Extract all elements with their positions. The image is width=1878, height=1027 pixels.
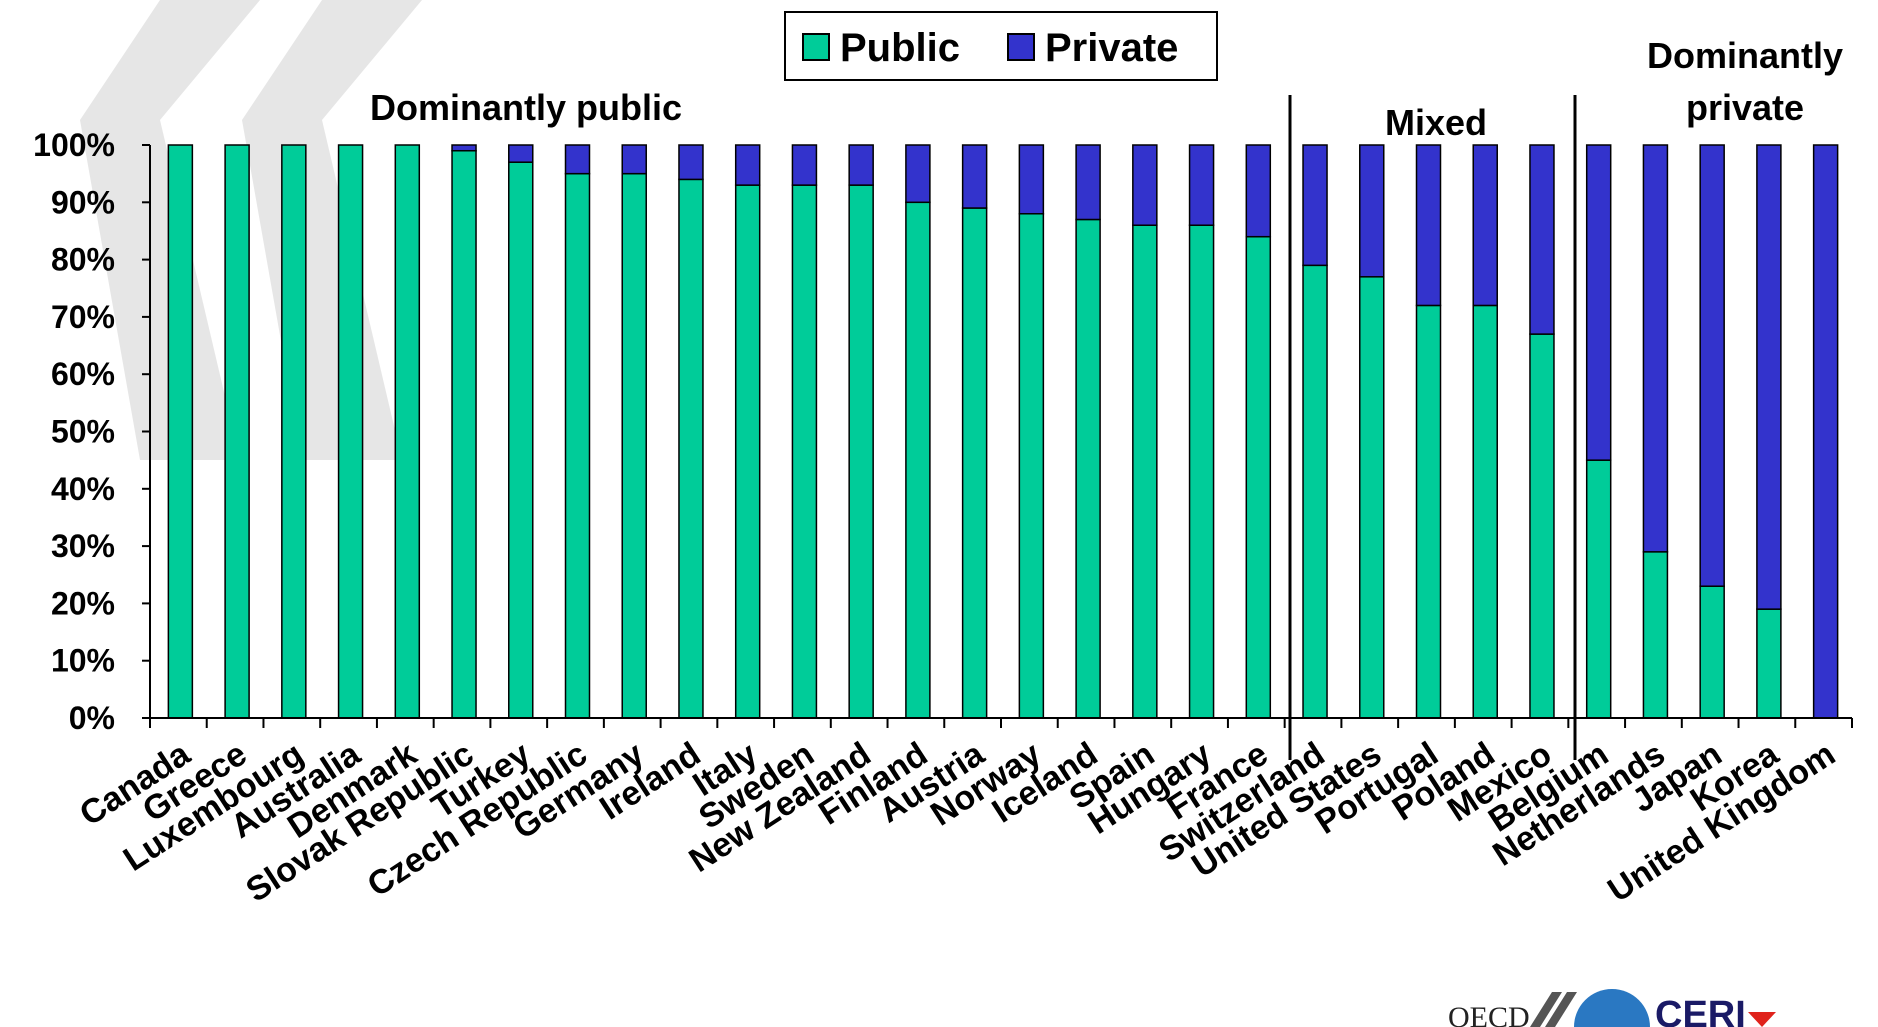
bar-private-spain <box>1132 144 1158 226</box>
chevrons-logo-icon <box>1530 992 1577 1027</box>
bar-public-sweden <box>791 184 818 719</box>
group-label-public: Dominantly public <box>370 87 682 128</box>
ceri-logo-text: CERI <box>1655 994 1746 1027</box>
bar-public-korea <box>1756 608 1782 719</box>
bar-private-mexico <box>1529 144 1555 335</box>
y-tick-label: 70% <box>51 299 115 335</box>
bar-private-finland <box>905 144 931 204</box>
bar-private-japan <box>1699 144 1725 587</box>
bar-private-netherlands <box>1642 144 1669 553</box>
axes <box>142 144 1853 728</box>
y-tick-label: 80% <box>51 242 115 278</box>
logo-area: OECD CERI <box>1448 989 1776 1027</box>
y-tick-label: 50% <box>51 414 115 450</box>
bar-public-canada <box>167 144 194 719</box>
bar-private-italy <box>734 144 761 186</box>
bar-private-iceland <box>1075 144 1101 221</box>
bar-public-japan <box>1699 585 1725 719</box>
ceri-circle-icon <box>1574 989 1650 1027</box>
legend-box <box>784 11 1218 81</box>
bar-public-france <box>1245 235 1272 719</box>
bar-public-slovak-republic <box>451 149 477 719</box>
group-label-private-line2: private <box>1686 87 1804 128</box>
y-tick-label: 90% <box>51 184 115 220</box>
y-tick-label: 100% <box>33 127 115 163</box>
bar-public-finland <box>905 201 931 719</box>
group-label-mixed: Mixed <box>1385 102 1487 143</box>
bar-public-norway <box>1018 213 1045 719</box>
bar-public-netherlands <box>1642 551 1669 719</box>
bars <box>167 144 1839 719</box>
bar-public-new-zealand <box>848 184 874 719</box>
bar-public-ireland <box>678 178 704 719</box>
bar-public-united-states <box>1359 276 1385 719</box>
y-tick-label: 30% <box>51 528 115 564</box>
bar-public-belgium <box>1585 459 1612 719</box>
bar-private-france <box>1245 144 1272 238</box>
oecd-logo: OECD <box>1448 1001 1530 1027</box>
bar-public-turkey <box>508 161 534 719</box>
bar-private-new-zealand <box>848 144 874 186</box>
bar-private-poland <box>1472 144 1498 307</box>
bar-public-australia <box>337 144 364 719</box>
bar-public-portugal <box>1415 304 1442 719</box>
bar-private-slovak-republic <box>451 144 477 152</box>
bar-private-sweden <box>791 144 818 186</box>
bar-public-hungary <box>1188 224 1215 719</box>
bar-public-germany <box>621 172 647 719</box>
bar-private-norway <box>1018 144 1045 215</box>
bar-public-spain <box>1132 224 1158 719</box>
bar-private-switzerland <box>1302 144 1328 267</box>
bar-public-mexico <box>1529 333 1555 719</box>
y-tick-label: 20% <box>51 585 115 621</box>
bar-public-czech-republic <box>564 172 591 719</box>
bar-private-hungary <box>1188 144 1215 226</box>
group-label-private-line1: Dominantly <box>1647 35 1843 76</box>
bar-private-germany <box>621 144 647 175</box>
bar-private-austria <box>961 144 988 209</box>
bar-public-greece <box>224 144 250 719</box>
bar-public-austria <box>961 207 988 719</box>
bar-private-united-states <box>1359 144 1385 278</box>
bar-private-belgium <box>1585 144 1612 461</box>
bar-private-united-kingdom <box>1812 144 1839 719</box>
bar-private-czech-republic <box>564 144 591 175</box>
y-tick-label: 0% <box>69 700 115 736</box>
background-chevrons <box>80 0 422 460</box>
bar-private-turkey <box>508 144 534 163</box>
legend-label-private: Private <box>1045 26 1178 70</box>
y-tick-labels: 0% 10% 20% 30% 40% 50% 60% 70% 80% 90% 100% <box>33 127 115 736</box>
x-tick-labels: CanadaGreeceLuxembourgAustraliaDenmarkSl… <box>73 734 1842 910</box>
y-tick-label: 10% <box>51 643 115 679</box>
y-tick-label: 60% <box>51 356 115 392</box>
y-tick-label: 40% <box>51 471 115 507</box>
bar-public-luxembourg <box>281 144 307 719</box>
bar-public-poland <box>1472 304 1498 719</box>
legend-label-public: Public <box>840 26 960 70</box>
bar-private-portugal <box>1415 144 1442 307</box>
bar-private-korea <box>1756 144 1782 610</box>
bar-public-denmark <box>394 144 421 719</box>
legend-swatch-public <box>802 33 830 61</box>
bar-public-italy <box>734 184 761 719</box>
bar-public-switzerland <box>1302 264 1328 719</box>
ceri-triangle-icon <box>1748 1012 1776 1027</box>
bar-public-iceland <box>1075 218 1101 719</box>
bar-private-ireland <box>678 144 704 181</box>
legend: Public Private <box>784 11 1218 81</box>
legend-swatch-private <box>1007 33 1035 61</box>
